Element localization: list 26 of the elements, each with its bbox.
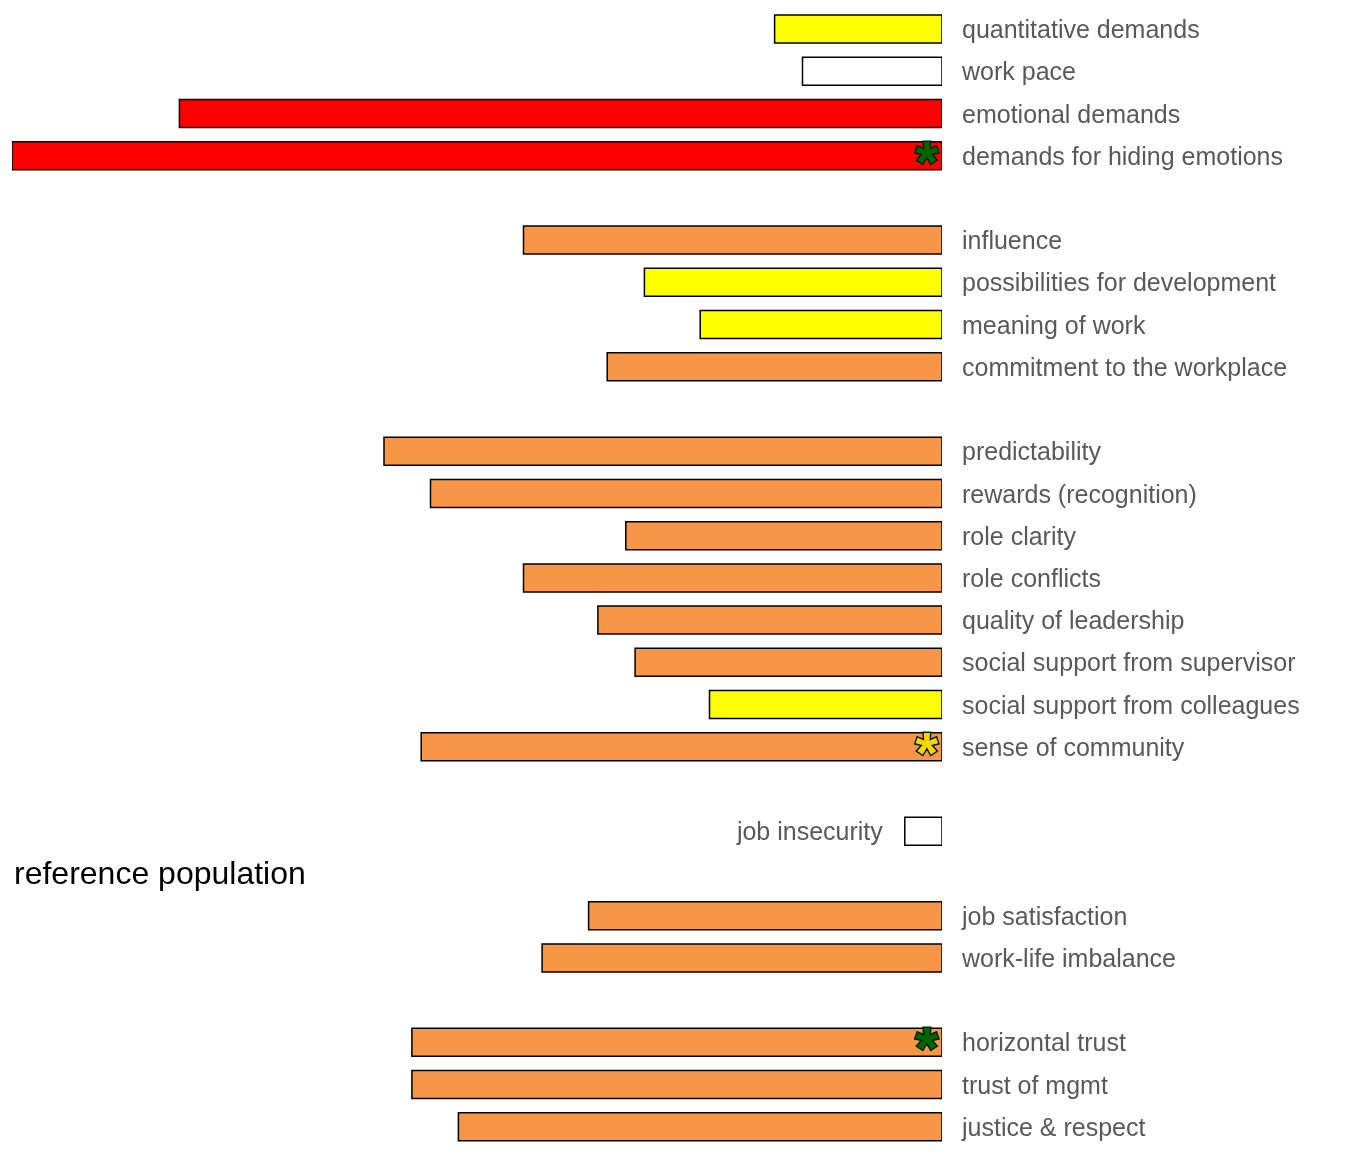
y-tick-label: emotional demands xyxy=(962,99,1181,128)
y-tick-label: rewards (recognition) xyxy=(962,479,1197,508)
y-tick-label: justice & respect xyxy=(961,1112,1146,1141)
y-tick-label: social support from supervisor xyxy=(962,648,1296,677)
y-tick-label: quantitative demands xyxy=(962,15,1200,44)
y-tick-label: demands for hiding emotions xyxy=(962,141,1284,170)
annotation: * xyxy=(915,128,939,194)
y-tick-label: work-life imbalance xyxy=(961,944,1176,972)
annotation: reference population xyxy=(14,854,306,891)
y-tick-label: possibilities for development xyxy=(962,268,1277,297)
annotation: * xyxy=(915,1015,939,1081)
y-tick-label: influence xyxy=(962,226,1063,255)
y-tick-label: quality of leadership xyxy=(962,606,1185,635)
y-tick-label: horizontal trust xyxy=(962,1028,1127,1057)
y-tick-label: social support from colleagues xyxy=(962,690,1300,719)
y-tick-label: predictability xyxy=(962,437,1102,466)
y-tick-label: commitment to the workplace xyxy=(962,352,1288,381)
annotation: * xyxy=(915,719,939,785)
y-tick-label: role conflicts xyxy=(962,564,1101,592)
y-tick-label: sense of community xyxy=(962,732,1185,761)
y-tick-label: role clarity xyxy=(962,521,1077,550)
y-tick-label: work pace xyxy=(961,57,1076,86)
y-tick-label: trust of mgmt xyxy=(962,1070,1108,1099)
y-tick-label: job satisfaction xyxy=(961,901,1128,930)
y-tick-label: meaning of work xyxy=(962,310,1146,339)
y-tick-label: job insecurity xyxy=(735,817,884,846)
